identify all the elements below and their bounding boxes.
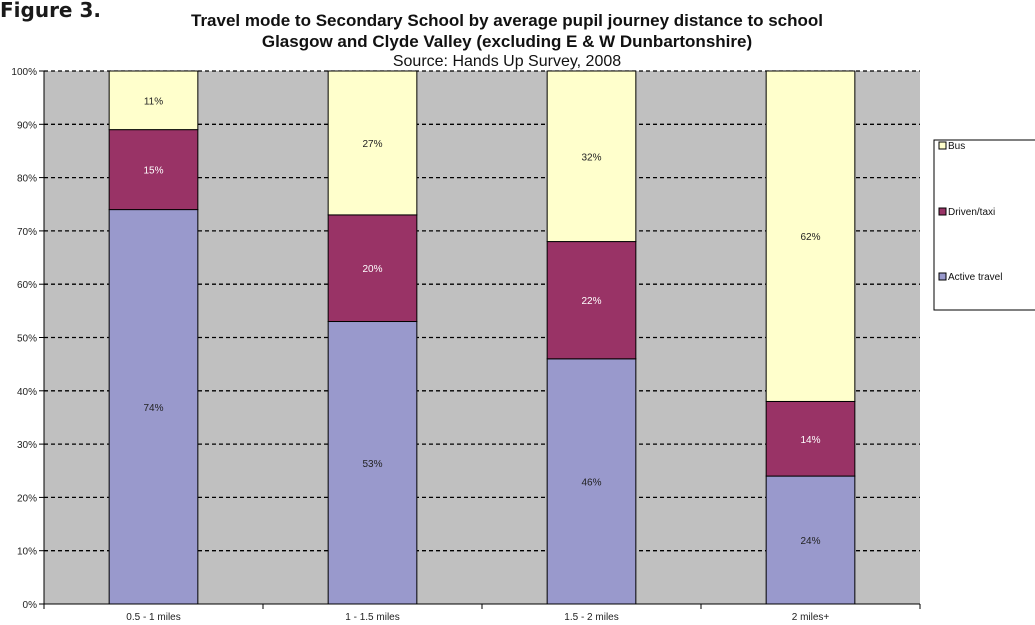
bar-segment-bus [546, 70, 637, 243]
legend-label: Active travel [948, 272, 1002, 283]
legend-swatch [938, 272, 947, 281]
data-label: 22% [581, 296, 601, 307]
legend-swatch [938, 141, 947, 150]
data-label: 20% [362, 264, 382, 275]
y-tick-label: 50% [17, 334, 37, 345]
y-tick-label: 100% [11, 67, 37, 78]
bar-segment-driven-taxi [765, 400, 856, 477]
legend: Bus Driven/taxi Active travel [933, 139, 1035, 311]
legend-label: Driven/taxi [948, 207, 995, 218]
data-label: 24% [800, 536, 820, 547]
data-label: 53% [362, 459, 382, 470]
y-axis: 0% 10% 20% 30% 40% 50% 60% 70% 80% 90% 100% [11, 67, 45, 611]
figure-label: Figure 3. [0, 0, 101, 22]
x-tick-label: 0.5 - 1 miles [126, 612, 180, 623]
bar-segment-driven-taxi [546, 241, 637, 360]
data-label: 62% [800, 232, 820, 243]
y-tick-label: 20% [17, 493, 37, 504]
x-tick-label: 1.5 - 2 miles [564, 612, 618, 623]
y-tick-label: 60% [17, 280, 37, 291]
bar-segment-bus [108, 70, 199, 131]
data-label: 74% [143, 403, 163, 414]
chart-title-line2: Glasgow and Clyde Valley (excluding E & … [262, 32, 752, 51]
legend-box [933, 139, 1035, 311]
chart-subtitle: Source: Hands Up Survey, 2008 [393, 53, 621, 70]
x-axis: 0.5 - 1 miles 1 - 1.5 miles 1.5 - 2 miles 2… [43, 603, 921, 623]
y-tick-label: 0% [23, 600, 38, 611]
y-tick-label: 10% [17, 547, 37, 558]
y-tick-label: 30% [17, 440, 37, 451]
x-tick-label: 2 miles+ [792, 612, 830, 623]
bar-segment-active-travel [327, 321, 418, 605]
data-label: 46% [581, 477, 601, 488]
chart-title: Travel mode to Secondary School by avera… [191, 11, 823, 30]
bar-segment-active-travel [765, 475, 856, 605]
legend-swatch [938, 207, 947, 216]
bar-segment-driven-taxi [108, 129, 199, 211]
y-tick-label: 70% [17, 227, 37, 238]
y-tick-label: 90% [17, 120, 37, 131]
data-label: 15% [143, 166, 163, 177]
legend-label: Bus [948, 141, 965, 152]
bar-segment-bus [327, 70, 418, 216]
data-label: 32% [581, 152, 601, 163]
y-tick-label: 80% [17, 174, 37, 185]
bar-segment-driven-taxi [327, 214, 418, 323]
y-tick-label: 40% [17, 387, 37, 398]
data-label: 14% [800, 435, 820, 446]
bar-segment-bus [765, 70, 856, 402]
x-tick-label: 1 - 1.5 miles [345, 612, 399, 623]
data-label: 11% [144, 96, 163, 107]
bar-segment-active-travel [108, 209, 199, 605]
bars: 74% 15% 11% 53% 20% 27% 46% 22% 32% 24% 14% 62% [108, 70, 856, 605]
data-label: 27% [362, 139, 382, 150]
